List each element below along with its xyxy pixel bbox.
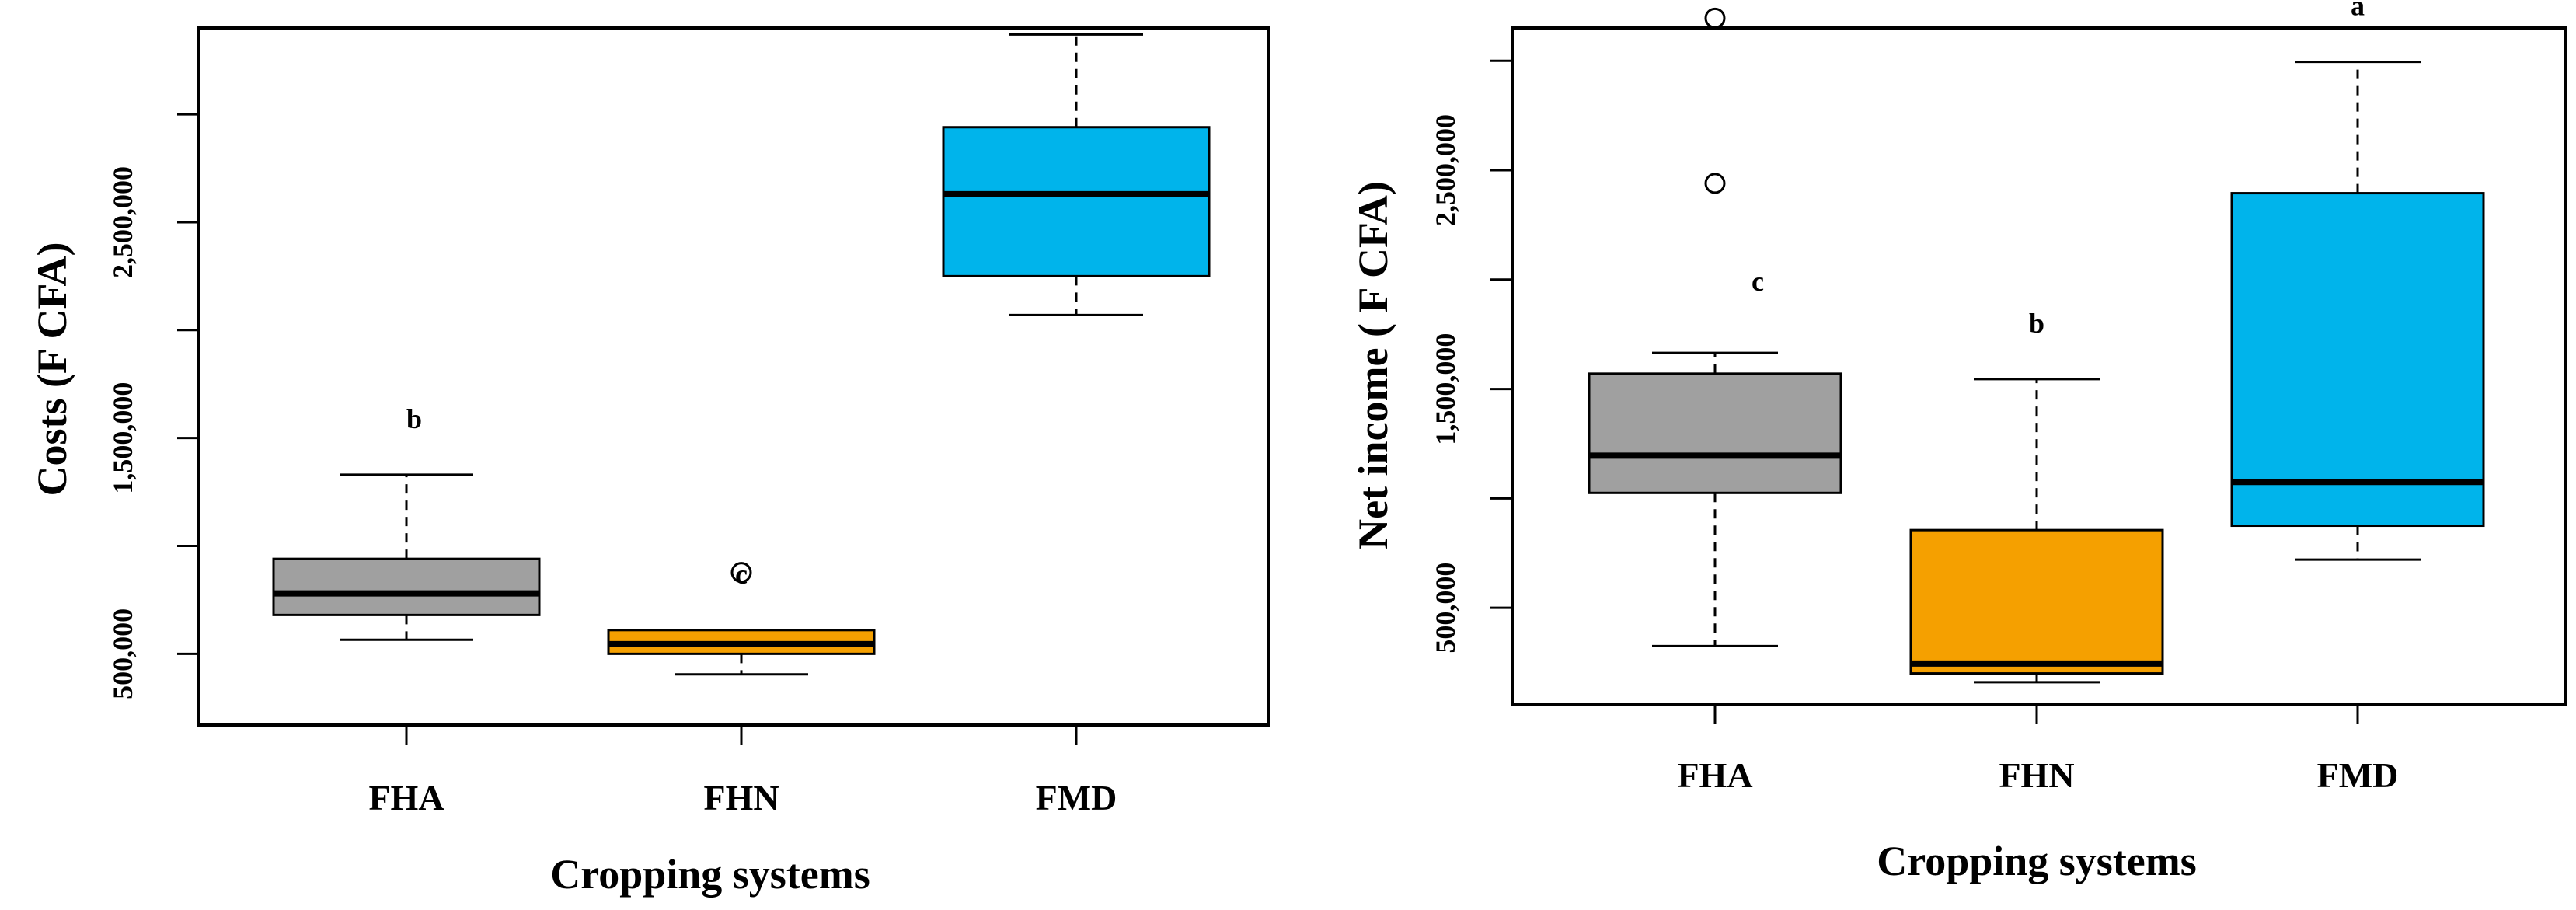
net-income-x-tick-label: FHN <box>1999 755 2074 795</box>
net-income-y-axis: 500,000 1,500,000 2,500,000 <box>1430 59 1512 654</box>
costs-x-axis-title: Cropping systems <box>550 851 870 898</box>
net-income-fha-box: c <box>1588 7 1842 647</box>
costs-y-tick-label: 500,000 <box>107 608 138 699</box>
costs-fhn-significance-letter: c <box>735 559 748 590</box>
net-income-x-tick-label: FHA <box>1677 755 1752 795</box>
net-income-fha-outlier-point <box>1704 7 1726 29</box>
net-income-y-tick-label: 1,500,000 <box>1430 333 1461 445</box>
net-income-fmd-iqr-box <box>2230 192 2485 528</box>
costs-fhn-box: c <box>607 559 876 676</box>
net-income-fmd-significance-letter: a <box>2351 0 2365 22</box>
costs-fhn-outlier-point <box>730 562 752 584</box>
costs-plot-frame <box>197 26 1270 727</box>
net-income-y-tick-label: 2,500,000 <box>1430 114 1461 226</box>
costs-x-tick-label: FMD <box>1036 778 1117 818</box>
costs-x-axis: FHA FHN FMD <box>368 725 1117 818</box>
costs-y-tick-label: 1,500,000 <box>107 382 138 494</box>
costs-x-tick-label: FHN <box>703 778 779 818</box>
net-income-boxes: c b a <box>1588 0 2485 684</box>
net-income-x-tick-label: FMD <box>2317 755 2399 795</box>
costs-boxes: b c a <box>272 33 1211 676</box>
net-income-x-axis: FHA FHN FMD <box>1677 704 2398 795</box>
net-income-fmd-box: a <box>2230 0 2485 561</box>
costs-y-tick-label: 2,500,000 <box>107 166 138 278</box>
net-income-fha-outlier-point <box>1704 173 1726 194</box>
costs-fha-significance-letter: b <box>406 403 422 434</box>
costs-y-axis: 500,000 1,500,000 2,500,000 <box>107 113 199 699</box>
net-income-y-axis-title: Net income ( F CFA) <box>1350 181 1396 549</box>
costs-fha-iqr-box <box>272 557 541 616</box>
costs-fha-box: b <box>272 403 541 641</box>
costs-x-tick-label: FHA <box>368 778 444 818</box>
net-income-x-axis-title: Cropping systems <box>1877 838 2197 884</box>
net-income-fhn-iqr-box <box>1909 528 2164 675</box>
net-income-y-tick-label: 500,000 <box>1430 563 1461 654</box>
costs-fmd-iqr-box <box>942 126 1211 277</box>
net-income-fhn-box: b <box>1909 308 2164 684</box>
costs-y-axis-title: Costs (F CFA) <box>29 242 75 497</box>
costs-fmd-box: a <box>942 33 1211 316</box>
net-income-fha-significance-letter: c <box>1752 266 1764 297</box>
net-income-fha-iqr-box <box>1588 372 1842 494</box>
net-income-plot-frame <box>1511 26 2567 706</box>
net-income-fhn-significance-letter: b <box>2029 308 2044 339</box>
